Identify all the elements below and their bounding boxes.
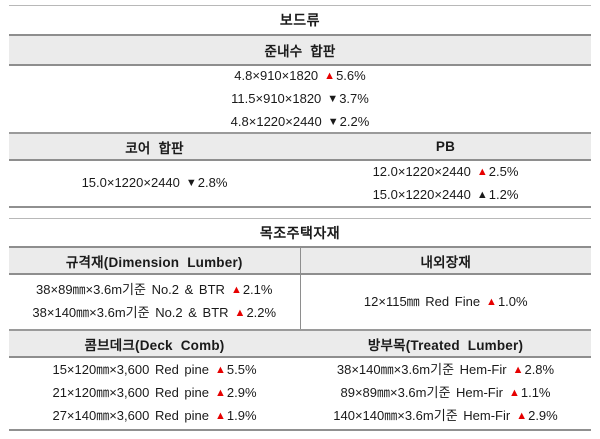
spec-text: 4.8×1220×2440: [230, 113, 322, 129]
change-percent: 2.5%: [488, 163, 519, 179]
change-percent: 3.7%: [339, 90, 369, 106]
price-row: 38×140㎜×3.6m기준 No.2 & BTR ▲2.2%: [32, 302, 276, 325]
core-pb-data: 15.0×1220×2440 ▼2.8% 12.0×1220×2440 ▲2.5% …: [9, 161, 591, 206]
core-pb-header-band: 코어 합판 PB: [9, 134, 591, 161]
dimension-interior-data: 38×89㎜×3.6m기준 No.2 & BTR ▲2.1% 38×140㎜×3.…: [9, 275, 591, 331]
price-row: 11.5×910×1820 ▼3.7%: [231, 88, 369, 111]
board-table: 보드류 준내수 합판 4.8×910×1820 ▲5.6% 11.5×910×18…: [9, 5, 591, 208]
spec-text: 38×140㎜×3.6m기준 Hem-Fir: [336, 362, 507, 377]
plywood-header-band: 준내수 합판: [9, 36, 591, 66]
triangle-up-icon: ▲: [476, 165, 488, 178]
deck-comb-cell: 15×120㎜×3,600 Red pine ▲5.5% 21×120㎜×3,60…: [9, 358, 300, 429]
triangle-up-icon: ▲: [486, 295, 497, 308]
triangle-up-icon: ▲: [214, 387, 226, 399]
price-row: 38×89㎜×3.6m기준 No.2 & BTR ▲2.1%: [36, 279, 272, 302]
change-percent: 5.5%: [226, 362, 257, 377]
spec-text: 15.0×1220×2440: [372, 186, 471, 202]
spec-text: 11.5×910×1820: [231, 90, 322, 106]
interior-exterior-cell: 12×115㎜ Red Fine ▲1.0%: [301, 275, 592, 329]
price-row: 15×120㎜×3,600 Red pine ▲5.5%: [52, 359, 256, 382]
deck-comb-header: 콤브데크(Deck Comb): [84, 337, 225, 353]
triangle-down-icon: ▼: [327, 92, 339, 105]
spec-text: 12.0×1220×2440: [372, 163, 471, 179]
plywood-data: 4.8×910×1820 ▲5.6% 11.5×910×1820 ▼3.7% 4.8…: [9, 66, 591, 134]
price-row: 4.8×910×1820 ▲5.6%: [234, 65, 365, 88]
deck-treated-data: 15×120㎜×3,600 Red pine ▲5.5% 21×120㎜×3,60…: [9, 358, 591, 429]
dimension-lumber-header: 규격재(Dimension Lumber): [9, 248, 301, 273]
interior-exterior-header: 내외장재: [420, 254, 471, 270]
change-percent: 2.2%: [339, 113, 370, 129]
spec-text: 12×115㎜ Red Fine: [363, 293, 481, 309]
spec-text: 38×89㎜×3.6m기준 No.2 & BTR: [36, 282, 225, 297]
treated-lumber-header: 방부목(Treated Lumber): [367, 337, 524, 353]
price-row: 38×140㎜×3.6m기준 Hem-Fir ▲2.8%: [337, 359, 554, 382]
spec-text: 27×140㎜×3,600 Red pine: [52, 408, 209, 423]
triangle-up-icon: ▲: [234, 307, 246, 319]
triangle-up-icon: ▲: [516, 410, 528, 422]
board-table-title: 보드류: [9, 6, 591, 36]
plywood-header: 준내수 합판: [264, 44, 336, 59]
change-percent: 2.1%: [242, 282, 273, 297]
change-percent: 1.1%: [520, 385, 551, 400]
spec-text: 140×140㎜×3.6m기준 Hem-Fir: [333, 408, 511, 423]
price-row: 89×89㎜×3.6m기준 Hem-Fir ▲1.1%: [340, 382, 550, 405]
change-percent: 1.9%: [226, 408, 257, 423]
spec-text: 4.8×910×1820: [234, 67, 319, 83]
price-row: 4.8×1220×2440 ▼2.2%: [231, 111, 370, 134]
change-percent: 2.9%: [528, 408, 558, 423]
price-row: 15.0×1220×2440 ▼2.8%: [82, 172, 228, 195]
triangle-up-icon: ▲: [508, 387, 520, 399]
spec-text: 38×140㎜×3.6m기준 No.2 & BTR: [32, 305, 229, 320]
triangle-up-icon: ▲: [324, 69, 336, 82]
treated-lumber-cell: 38×140㎜×3.6m기준 Hem-Fir ▲2.8% 89×89㎜×3.6m기…: [300, 358, 591, 429]
price-row: 15.0×1220×2440 ▲1.2%: [373, 184, 519, 207]
change-percent: 1.2%: [488, 186, 519, 202]
spec-text: 15×120㎜×3,600 Red pine: [52, 362, 209, 377]
dimension-interior-header-band: 규격재(Dimension Lumber) 내외장재: [9, 248, 591, 275]
change-percent: 5.6%: [336, 67, 366, 83]
triangle-up-icon: ▲: [512, 364, 524, 376]
price-row: 27×140㎜×3,600 Red pine ▲1.9%: [52, 405, 256, 428]
change-percent: 2.9%: [226, 385, 257, 400]
core-plywood-header: 코어 합판: [125, 140, 184, 156]
change-percent: 2.8%: [197, 175, 228, 190]
spec-text: 21×120㎜×3,600 Red pine: [52, 385, 209, 400]
wood-table-title: 목조주택자재: [9, 219, 591, 248]
triangle-up-icon: ▲: [476, 188, 488, 201]
dimension-lumber-cell: 38×89㎜×3.6m기준 No.2 & BTR ▲2.1% 38×140㎜×3.…: [9, 275, 301, 329]
triangle-down-icon: ▼: [327, 115, 339, 128]
triangle-up-icon: ▲: [214, 364, 226, 376]
triangle-up-icon: ▲: [214, 410, 226, 422]
spec-text: 89×89㎜×3.6m기준 Hem-Fir: [340, 385, 503, 400]
pb-cell: 12.0×1220×2440 ▲2.5% 15.0×1220×2440 ▲1.2%: [300, 161, 591, 206]
price-row: 140×140㎜×3.6m기준 Hem-Fir ▲2.9%: [333, 405, 557, 428]
triangle-up-icon: ▲: [230, 284, 242, 296]
price-row: 12.0×1220×2440 ▲2.5%: [373, 161, 519, 184]
core-plywood-cell: 15.0×1220×2440 ▼2.8%: [9, 161, 300, 206]
spec-text: 15.0×1220×2440: [81, 175, 180, 190]
deck-treated-header-band: 콤브데크(Deck Comb) 방부목(Treated Lumber): [9, 331, 591, 358]
wood-materials-table: 목조주택자재 규격재(Dimension Lumber) 내외장재 38×89㎜…: [9, 218, 591, 431]
price-row: 12×115㎜ Red Fine ▲1.0%: [364, 291, 528, 314]
change-percent: 2.2%: [246, 305, 277, 320]
triangle-down-icon: ▼: [185, 177, 197, 189]
change-percent: 1.0%: [497, 293, 528, 309]
price-row: 21×120㎜×3,600 Red pine ▲2.9%: [52, 382, 256, 405]
pb-header: PB: [435, 139, 456, 154]
plywood-cell: 4.8×910×1820 ▲5.6% 11.5×910×1820 ▼3.7% 4.8…: [9, 66, 591, 132]
change-percent: 2.8%: [524, 362, 555, 377]
